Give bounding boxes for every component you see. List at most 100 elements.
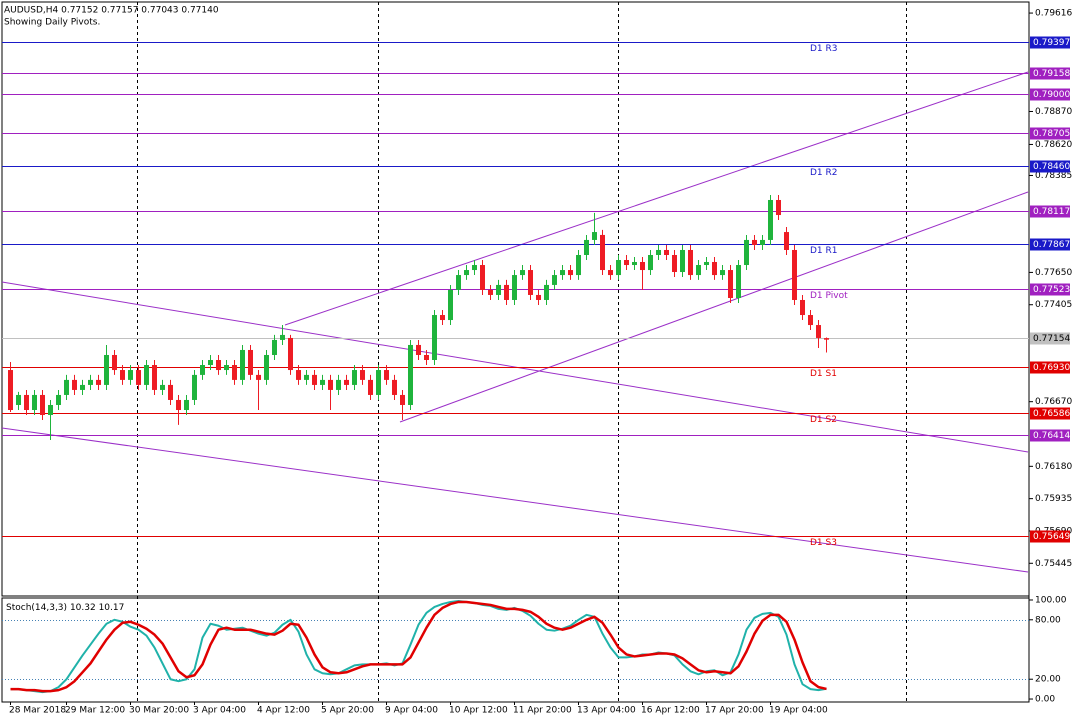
candle-body	[304, 374, 309, 380]
candle-body	[600, 234, 605, 271]
candle-body	[296, 370, 301, 380]
candle-body	[360, 370, 365, 380]
pivot-name: D1 S1	[810, 369, 837, 379]
price-label-box	[1030, 283, 1070, 296]
price-label-box	[1030, 160, 1070, 173]
candle-body	[32, 394, 37, 410]
y-tick-label: 20.00	[1035, 675, 1061, 685]
candle-body	[712, 261, 717, 276]
candle-body	[424, 354, 429, 361]
candle-body	[64, 379, 69, 395]
price-label-box	[1030, 238, 1070, 251]
candle-body	[584, 239, 589, 255]
y-tick-label: 0.79616	[1035, 9, 1072, 19]
candle-body	[200, 365, 205, 375]
candle-body	[672, 254, 677, 273]
y-tick-label: 0.77405	[1035, 300, 1072, 310]
candle-body	[512, 275, 517, 300]
candle-body	[768, 199, 773, 240]
x-tick-label: 29 Mar 12:00	[65, 706, 125, 716]
price-label-box	[1030, 127, 1070, 140]
candle-body	[816, 325, 821, 338]
candle-body	[736, 265, 741, 298]
x-tick-label: 9 Apr 04:00	[385, 706, 438, 716]
candle-body	[312, 374, 317, 385]
candle-body	[576, 254, 581, 276]
candle-body	[632, 261, 637, 266]
x-tick-label: 4 Apr 12:00	[257, 706, 310, 716]
x-tick-label: 5 Apr 20:00	[321, 706, 374, 716]
candle-body	[224, 365, 229, 371]
price-label: 0.78117	[1033, 207, 1070, 217]
y-tick-label: 0.78385	[1035, 171, 1072, 181]
candle-body	[208, 360, 213, 366]
candle-body	[496, 284, 501, 295]
candle-body	[704, 261, 709, 266]
candle-body	[104, 354, 109, 385]
candle-body	[272, 339, 277, 355]
price-label-box	[1030, 429, 1070, 442]
stoch-title: Stoch(14,3,3) 10.32 10.17	[6, 603, 124, 613]
candle-body	[280, 334, 285, 340]
trend-line	[1, 427, 1029, 573]
price-label: 0.78705	[1033, 129, 1070, 139]
candle-body	[688, 249, 693, 276]
pivot-note: Showing Daily Pivots.	[4, 18, 100, 28]
price-label: 0.78460	[1033, 162, 1070, 172]
candle-body	[368, 379, 373, 395]
candle-body	[24, 394, 29, 410]
candle-body	[464, 270, 469, 276]
candle-body	[560, 270, 565, 276]
candle-body	[248, 349, 253, 375]
stoch-main-line	[10, 599, 827, 694]
candle-body	[488, 289, 493, 295]
candle-body	[232, 365, 237, 380]
candle-body	[8, 370, 13, 410]
candle-body	[728, 270, 733, 298]
trend-line	[399, 191, 1029, 423]
candle-body	[752, 239, 757, 245]
x-tick-label: 16 Apr 12:00	[641, 706, 700, 716]
candle-body	[696, 265, 701, 276]
candle-body	[48, 404, 53, 416]
price-label-box	[1030, 36, 1070, 49]
candle-body	[328, 379, 333, 390]
x-tick-label: 28 Mar 2018	[9, 706, 66, 716]
stoch-signal-line	[10, 600, 827, 693]
candle-body	[56, 394, 61, 405]
price-label: 0.76586	[1033, 409, 1070, 419]
candle-body	[568, 270, 573, 276]
candle-body	[320, 379, 325, 385]
y-tick-label: 0.76670	[1035, 397, 1072, 407]
candle-body	[88, 379, 93, 385]
candle-body	[528, 270, 533, 295]
price-label: 0.79158	[1033, 69, 1070, 79]
y-tick-label: 0.78620	[1035, 140, 1072, 150]
y-tick-label: 0.75935	[1035, 494, 1072, 504]
candle-body	[384, 370, 389, 380]
symbol-header: AUDUSD,H4 0.77152 0.77157 0.77043 0.7714…	[4, 6, 219, 16]
candle-body	[192, 374, 197, 400]
candle-body	[656, 249, 661, 255]
candle-body	[824, 338, 829, 340]
candle-body	[760, 239, 765, 245]
candle-body	[264, 354, 269, 380]
candle-body	[456, 275, 461, 290]
candle-body	[520, 270, 525, 276]
y-tick-label: 100.00	[1035, 595, 1067, 605]
candle-body	[16, 394, 21, 405]
candle-body	[792, 249, 797, 300]
candle-body	[480, 265, 485, 290]
y-tick-label: 0.77650	[1035, 268, 1072, 278]
candles	[8, 194, 829, 440]
candle-body	[72, 379, 77, 390]
y-tick-label: 0.75445	[1035, 559, 1072, 569]
price-label: 0.79397	[1033, 38, 1070, 48]
trend-line	[284, 71, 1029, 326]
price-label-box	[1030, 530, 1070, 543]
candle-body	[392, 379, 397, 395]
x-tick-label: 19 Apr 04:00	[769, 706, 828, 716]
x-tick-label: 10 Apr 12:00	[449, 706, 508, 716]
candle-body	[544, 284, 549, 300]
candle-body	[616, 260, 621, 276]
